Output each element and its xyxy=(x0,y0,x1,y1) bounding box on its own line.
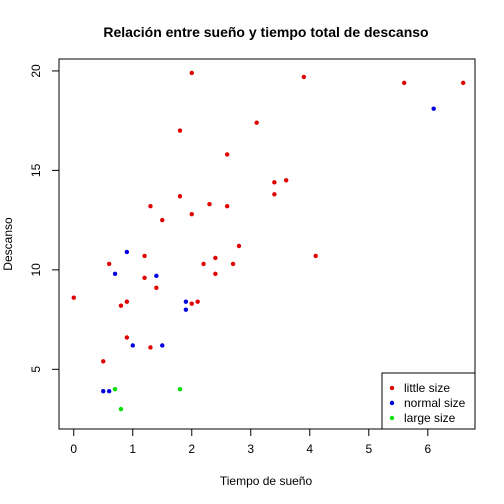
data-point-little-size xyxy=(272,192,277,197)
y-tick-label: 5 xyxy=(29,366,43,373)
x-tick-label: 4 xyxy=(306,442,313,456)
data-point-little-size xyxy=(118,303,124,308)
data-point-normal-size xyxy=(106,389,112,394)
x-axis: 0 1 2 3 4 5 6 xyxy=(70,428,431,456)
data-point-little-size xyxy=(101,359,106,364)
data-point-normal-size xyxy=(183,299,189,304)
data-point-little-size xyxy=(148,345,153,350)
x-tick-label: 5 xyxy=(365,442,372,456)
data-point-normal-size xyxy=(101,389,106,394)
data-point-normal-size xyxy=(112,271,118,277)
data-points xyxy=(71,70,466,412)
data-point-little-size xyxy=(124,335,130,340)
data-point-little-size xyxy=(189,211,194,217)
data-point-little-size xyxy=(460,80,466,86)
y-tick-label: 20 xyxy=(29,64,43,78)
legend-marker xyxy=(389,400,395,406)
data-point-little-size xyxy=(124,299,130,304)
data-point-little-size xyxy=(283,178,289,183)
legend-label: large size xyxy=(404,411,456,425)
y-tick-label: 10 xyxy=(29,263,43,277)
data-point-little-size xyxy=(236,243,242,249)
legend-label: normal size xyxy=(404,396,466,410)
data-point-little-size xyxy=(177,128,183,133)
data-point-large-size xyxy=(112,387,118,392)
data-point-normal-size xyxy=(183,307,189,312)
data-point-little-size xyxy=(207,202,212,207)
data-point-little-size xyxy=(213,271,218,277)
data-point-little-size xyxy=(106,261,112,267)
x-tick-label: 3 xyxy=(247,442,254,456)
legend-label: little size xyxy=(404,381,450,395)
data-point-little-size xyxy=(201,261,206,267)
data-point-normal-size xyxy=(124,249,130,255)
data-point-little-size xyxy=(401,80,407,86)
data-point-large-size xyxy=(177,387,183,392)
data-point-little-size xyxy=(160,217,165,223)
x-tick-label: 1 xyxy=(129,442,136,456)
data-point-little-size xyxy=(213,255,218,261)
data-point-normal-size xyxy=(130,343,135,348)
data-point-little-size xyxy=(142,253,147,259)
data-point-little-size xyxy=(230,261,236,267)
data-point-little-size xyxy=(148,204,153,209)
chart-title: Relación entre sueño y tiempo total de d… xyxy=(103,24,428,40)
legend-box xyxy=(381,372,476,430)
data-point-normal-size xyxy=(154,273,159,279)
data-point-little-size xyxy=(224,204,230,209)
legend-marker xyxy=(389,385,395,391)
data-point-little-size xyxy=(313,253,318,259)
data-point-normal-size xyxy=(431,106,436,111)
data-point-little-size xyxy=(195,299,200,304)
data-point-little-size xyxy=(189,70,194,76)
data-point-little-size xyxy=(177,194,183,199)
data-point-little-size xyxy=(254,120,259,125)
data-point-little-size xyxy=(189,301,194,306)
x-tick-label: 2 xyxy=(188,442,195,456)
data-point-little-size xyxy=(272,180,277,185)
data-point-little-size xyxy=(154,285,159,290)
x-tick-label: 6 xyxy=(424,442,431,456)
data-point-little-size xyxy=(71,295,76,300)
y-tick-label: 15 xyxy=(29,163,43,177)
legend-marker xyxy=(389,415,395,421)
data-point-little-size xyxy=(301,74,307,80)
x-tick-label: 0 xyxy=(70,442,77,456)
y-axis: 5 10 15 20 xyxy=(29,64,60,373)
data-point-normal-size xyxy=(160,343,165,348)
data-point-little-size xyxy=(142,275,147,281)
y-axis-label: Descanso xyxy=(1,217,15,271)
x-axis-label: Tiempo de sueño xyxy=(220,474,313,488)
data-point-large-size xyxy=(118,406,124,412)
data-point-little-size xyxy=(224,152,230,157)
